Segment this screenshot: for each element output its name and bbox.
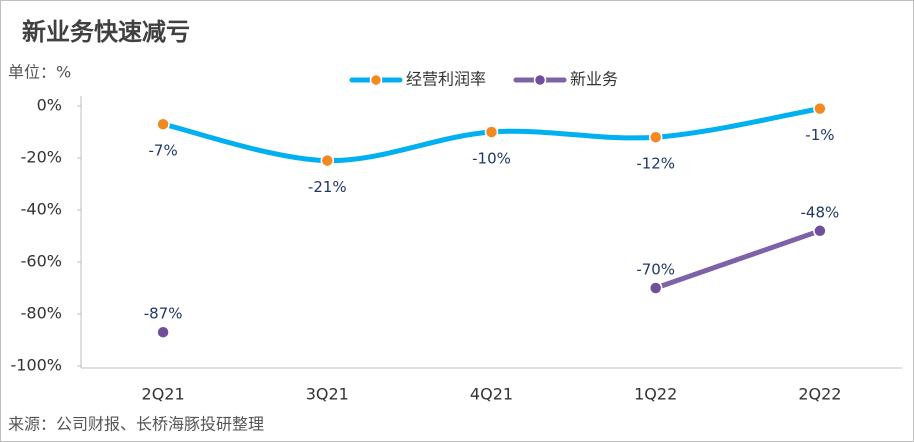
data-point — [156, 117, 170, 131]
data-label: -48% — [801, 203, 840, 221]
data-label: -10% — [472, 150, 511, 168]
data-label: -1% — [805, 126, 834, 144]
x-tick-label: 2Q21 — [142, 385, 185, 404]
y-tick-label: 0% — [37, 96, 62, 115]
legend-marker — [533, 73, 547, 87]
source: 来源：公司财报、长桥海豚投研整理 — [8, 415, 264, 434]
data-point — [648, 130, 663, 144]
y-tick-label: -60% — [21, 252, 62, 271]
x-tick-label: 3Q21 — [306, 385, 349, 404]
y-tick-label: -80% — [21, 304, 62, 323]
data-point — [484, 125, 499, 139]
legend-marker — [369, 73, 383, 87]
y-tick-label: -20% — [21, 148, 62, 167]
x-tick-label: 4Q21 — [470, 385, 513, 404]
legend-label: 经营利润率 — [406, 70, 486, 89]
unit-label: 单位：% — [8, 63, 71, 82]
chart-title: 新业务快速减亏 — [22, 18, 190, 46]
data-label: -87% — [144, 305, 183, 323]
data-point — [156, 325, 170, 339]
data-point — [320, 153, 335, 168]
y-tick-label: -40% — [21, 200, 62, 219]
data-point — [813, 101, 827, 116]
data-point — [813, 224, 827, 238]
x-tick-label: 2Q22 — [798, 385, 841, 404]
data-label: -12% — [636, 155, 675, 173]
data-label: -21% — [308, 178, 347, 196]
x-tick-label: 1Q22 — [634, 385, 677, 404]
legend-label: 新业务 — [570, 70, 618, 89]
y-tick-label: -100% — [10, 356, 62, 375]
series-line — [653, 228, 823, 291]
data-label: -70% — [636, 261, 675, 279]
data-point — [648, 281, 663, 295]
data-label: -7% — [148, 142, 177, 160]
